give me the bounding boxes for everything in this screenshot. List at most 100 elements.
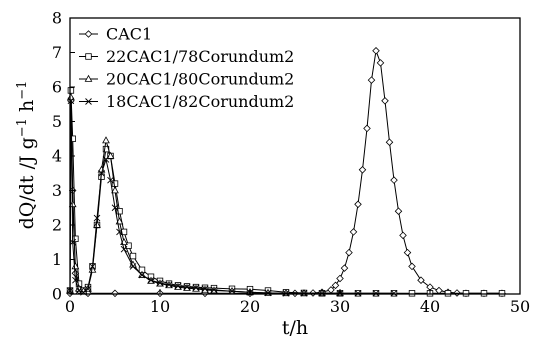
data-point <box>372 289 380 297</box>
data-point <box>120 228 128 236</box>
y-tick-label: 5 <box>52 112 62 131</box>
x-tick-label: 40 <box>420 297 440 316</box>
data-point <box>93 214 101 222</box>
series-3 <box>66 93 344 297</box>
series-4 <box>66 97 398 297</box>
y-tick-label: 7 <box>52 43 62 62</box>
data-point <box>165 281 173 289</box>
data-point <box>84 285 92 293</box>
legend-item: 22CAC1/78Corundum2 <box>79 47 294 66</box>
y-tick-label: 0 <box>52 285 62 304</box>
data-point <box>363 124 371 133</box>
data-point <box>417 276 425 284</box>
data-point <box>462 290 470 297</box>
y-tick-label: 8 <box>52 9 62 28</box>
y-tick-label: 2 <box>52 216 62 235</box>
data-point <box>331 281 340 290</box>
data-point <box>403 248 412 257</box>
data-point <box>111 180 119 187</box>
y-axis-title-sup2: −1 <box>15 81 30 100</box>
data-point <box>318 289 326 297</box>
legend-item: 18CAC1/82Corundum2 <box>79 92 294 111</box>
series-line <box>69 90 502 294</box>
legend-label: CAC1 <box>106 25 152 44</box>
data-point <box>75 287 83 294</box>
y-axis-title-sup1: −1 <box>15 118 30 137</box>
data-point <box>69 238 77 246</box>
series-line <box>69 97 340 294</box>
x-tick-label: 20 <box>240 297 260 316</box>
data-point <box>282 289 290 297</box>
data-point <box>107 176 114 184</box>
data-point <box>116 207 123 215</box>
data-point <box>376 59 385 67</box>
data-point <box>88 265 97 273</box>
data-point <box>89 263 96 270</box>
data-point <box>192 284 200 292</box>
data-point <box>183 283 191 291</box>
data-point <box>67 97 75 105</box>
series-line <box>69 48 502 294</box>
y-tick-label: 6 <box>52 78 62 97</box>
data-point <box>394 207 403 215</box>
legend-label: 22CAC1/78Corundum2 <box>106 47 294 66</box>
data-point <box>111 186 119 194</box>
data-point <box>354 289 362 297</box>
data-point <box>385 138 394 146</box>
data-point <box>201 285 209 293</box>
plot-content <box>66 47 506 298</box>
y-tick-label: 3 <box>52 181 62 200</box>
data-point <box>498 290 506 297</box>
legend-item: CAC1 <box>79 25 152 44</box>
legend-marker <box>84 74 93 82</box>
data-point <box>264 289 272 297</box>
legend-marker <box>85 98 92 105</box>
data-point <box>120 245 128 253</box>
x-tick-label: 30 <box>330 297 350 316</box>
data-point <box>345 248 353 257</box>
legend-item: 20CAC1/80Corundum2 <box>79 70 294 89</box>
legend-marker <box>84 30 93 38</box>
y-tick-label: 4 <box>52 147 62 166</box>
data-point <box>93 220 101 228</box>
data-point <box>372 47 380 55</box>
data-point <box>111 289 119 298</box>
y-axis-ticks: 0 1 2 3 4 5 6 7 8 <box>52 9 75 304</box>
data-point <box>102 156 110 163</box>
data-point <box>210 286 218 294</box>
data-point <box>98 169 105 177</box>
data-point <box>367 76 376 84</box>
data-point <box>444 290 452 297</box>
data-point <box>408 290 416 297</box>
data-point <box>111 204 119 212</box>
data-point <box>381 97 389 105</box>
data-point <box>71 262 80 270</box>
data-point <box>435 286 443 295</box>
data-point <box>174 282 182 290</box>
data-point <box>300 289 308 297</box>
data-point <box>138 271 146 279</box>
x-axis-ticks: 0 10 20 30 40 50 <box>65 289 530 316</box>
data-point <box>480 290 488 297</box>
y-tick-label: 1 <box>52 250 62 269</box>
y-axis-title-mid: h <box>16 100 38 118</box>
x-tick-label: 10 <box>150 297 170 316</box>
data-point <box>228 287 236 295</box>
x-tick-label: 0 <box>65 297 75 316</box>
x-tick-label: 50 <box>510 297 530 316</box>
data-point <box>340 264 349 272</box>
legend: CAC1 22CAC1/78Corundum2 20CAC1/80Corundum2… <box>79 25 294 111</box>
x-axis-title: t/h <box>282 317 308 339</box>
data-point <box>336 274 344 283</box>
data-point <box>390 176 398 184</box>
data-point <box>67 87 75 94</box>
data-point <box>399 231 407 240</box>
data-point <box>354 200 362 209</box>
data-point <box>349 228 358 236</box>
data-point <box>67 93 75 101</box>
legend-label: 18CAC1/82Corundum2 <box>106 92 294 111</box>
data-point <box>408 262 416 271</box>
data-point <box>147 276 155 284</box>
legend-label: 20CAC1/80Corundum2 <box>106 70 294 89</box>
